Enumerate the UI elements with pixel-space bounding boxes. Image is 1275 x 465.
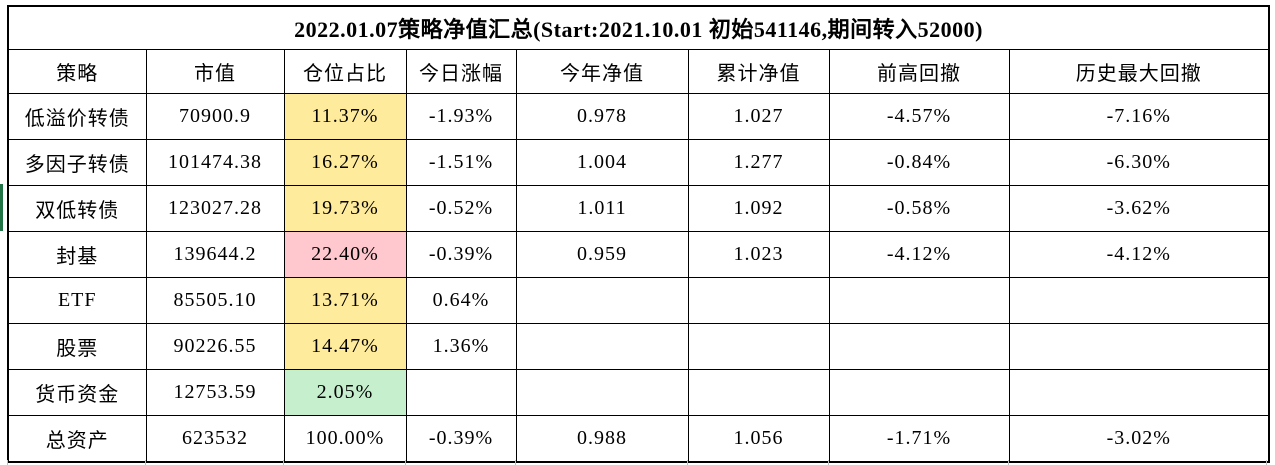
cell-ytd-nav[interactable] bbox=[515, 323, 689, 370]
cell-today-change[interactable] bbox=[405, 369, 517, 416]
gridline-stub bbox=[283, 460, 284, 465]
cell-market-value[interactable]: 70900.9 bbox=[145, 93, 285, 140]
cell-strategy[interactable]: 货币资金 bbox=[7, 369, 147, 416]
cell-today-change[interactable]: -0.39% bbox=[405, 415, 517, 462]
cell-drawdown-from-high[interactable]: -0.58% bbox=[828, 185, 1010, 232]
gridline-stub bbox=[7, 460, 8, 465]
cell-ytd-nav[interactable]: 1.011 bbox=[515, 185, 689, 232]
cell-position-ratio[interactable]: 22.40% bbox=[283, 231, 407, 278]
gridline-stub bbox=[515, 460, 516, 465]
col-header-today-change[interactable]: 今日涨幅 bbox=[405, 49, 517, 94]
cell-ytd-nav[interactable]: 0.959 bbox=[515, 231, 689, 278]
cell-drawdown-from-high[interactable]: -4.12% bbox=[828, 231, 1010, 278]
cell-market-value[interactable]: 139644.2 bbox=[145, 231, 285, 278]
cell-position-ratio[interactable]: 13.71% bbox=[283, 277, 407, 324]
cell-today-change[interactable]: -1.93% bbox=[405, 93, 517, 140]
cell-drawdown-from-high[interactable] bbox=[828, 323, 1010, 370]
cell-drawdown-from-high[interactable] bbox=[828, 369, 1010, 416]
cell-cumulative-nav[interactable]: 1.027 bbox=[687, 93, 830, 140]
cell-position-ratio[interactable]: 19.73% bbox=[283, 185, 407, 232]
table-row: 低溢价转债 70900.9 11.37% -1.93% 0.978 1.027 -4.57%… bbox=[7, 93, 1270, 140]
cell-today-change[interactable]: 1.36% bbox=[405, 323, 517, 370]
table-title: 2022.01.07策略净值汇总(Start:2021.10.01 初始5411… bbox=[7, 5, 1270, 50]
cell-market-value[interactable]: 85505.10 bbox=[145, 277, 285, 324]
cell-position-ratio[interactable]: 16.27% bbox=[283, 139, 407, 186]
table-row: 货币资金 12753.59 2.05% bbox=[7, 369, 1270, 416]
gridline-stub bbox=[405, 460, 406, 465]
cell-historical-max-drawdown[interactable]: -6.30% bbox=[1008, 139, 1270, 186]
cell-position-ratio[interactable]: 100.00% bbox=[283, 415, 407, 462]
col-header-market-value[interactable]: 市值 bbox=[145, 49, 285, 94]
cell-historical-max-drawdown[interactable]: -4.12% bbox=[1008, 231, 1270, 278]
cell-cumulative-nav[interactable] bbox=[687, 369, 830, 416]
col-header-position-ratio[interactable]: 仓位占比 bbox=[283, 49, 407, 94]
table-row: 多因子转债 101474.38 16.27% -1.51% 1.004 1.277 -0.8… bbox=[7, 139, 1270, 186]
cell-historical-max-drawdown[interactable]: -7.16% bbox=[1008, 93, 1270, 140]
cell-historical-max-drawdown[interactable] bbox=[1008, 323, 1270, 370]
cell-cumulative-nav[interactable]: 1.277 bbox=[687, 139, 830, 186]
cell-ytd-nav[interactable] bbox=[515, 369, 689, 416]
col-header-historical-max-drawdown[interactable]: 历史最大回撤 bbox=[1008, 49, 1270, 94]
cell-market-value[interactable]: 90226.55 bbox=[145, 323, 285, 370]
cell-today-change[interactable]: -1.51% bbox=[405, 139, 517, 186]
cell-drawdown-from-high[interactable]: -1.71% bbox=[828, 415, 1010, 462]
title-row: 2022.01.07策略净值汇总(Start:2021.10.01 初始5411… bbox=[7, 5, 1270, 50]
table-row: 股票 90226.55 14.47% 1.36% bbox=[7, 323, 1270, 370]
col-header-drawdown-from-high[interactable]: 前高回撤 bbox=[828, 49, 1010, 94]
cell-ytd-nav[interactable]: 1.004 bbox=[515, 139, 689, 186]
cell-today-change[interactable]: -0.52% bbox=[405, 185, 517, 232]
cell-selection-border bbox=[0, 184, 3, 231]
cell-drawdown-from-high[interactable]: -0.84% bbox=[828, 139, 1010, 186]
cell-strategy[interactable]: 双低转债 bbox=[7, 185, 147, 232]
cell-historical-max-drawdown[interactable] bbox=[1008, 369, 1270, 416]
gridline-stub bbox=[687, 460, 688, 465]
header-row: 策略 市值 仓位占比 今日涨幅 今年净值 累计净值 前高回撤 历史最大回撤 bbox=[7, 49, 1270, 94]
gridline-stub bbox=[145, 460, 146, 465]
cell-cumulative-nav[interactable]: 1.056 bbox=[687, 415, 830, 462]
cell-drawdown-from-high[interactable]: -4.57% bbox=[828, 93, 1010, 140]
cell-drawdown-from-high[interactable] bbox=[828, 277, 1010, 324]
cell-position-ratio[interactable]: 11.37% bbox=[283, 93, 407, 140]
cell-cumulative-nav[interactable]: 1.023 bbox=[687, 231, 830, 278]
cell-strategy[interactable]: 股票 bbox=[7, 323, 147, 370]
cell-historical-max-drawdown[interactable]: -3.02% bbox=[1008, 415, 1270, 462]
cell-market-value[interactable]: 123027.28 bbox=[145, 185, 285, 232]
table-row: 封基 139644.2 22.40% -0.39% 0.959 1.023 -4.12% -4… bbox=[7, 231, 1270, 278]
cell-strategy[interactable]: ETF bbox=[7, 277, 147, 324]
cell-historical-max-drawdown[interactable] bbox=[1008, 277, 1270, 324]
cell-cumulative-nav[interactable] bbox=[687, 323, 830, 370]
cell-position-ratio[interactable]: 14.47% bbox=[283, 323, 407, 370]
cell-ytd-nav[interactable]: 0.978 bbox=[515, 93, 689, 140]
gridline-stub bbox=[1266, 460, 1267, 465]
col-header-cumulative-nav[interactable]: 累计净值 bbox=[687, 49, 830, 94]
cell-position-ratio[interactable]: 2.05% bbox=[283, 369, 407, 416]
table-row: ETF 85505.10 13.71% 0.64% bbox=[7, 277, 1270, 324]
cell-strategy[interactable]: 封基 bbox=[7, 231, 147, 278]
cell-strategy[interactable]: 总资产 bbox=[7, 415, 147, 462]
cell-strategy[interactable]: 低溢价转债 bbox=[7, 93, 147, 140]
table-body: 低溢价转债 70900.9 11.37% -1.93% 0.978 1.027 -4.57%… bbox=[7, 93, 1270, 462]
cell-strategy[interactable]: 多因子转债 bbox=[7, 139, 147, 186]
cell-market-value[interactable]: 623532 bbox=[145, 415, 285, 462]
table-row: 总资产 623532 100.00% -0.39% 0.988 1.056 -1.71% -3… bbox=[7, 415, 1270, 462]
cell-today-change[interactable]: -0.39% bbox=[405, 231, 517, 278]
strategy-summary-table: 2022.01.07策略净值汇总(Start:2021.10.01 初始5411… bbox=[7, 5, 1271, 463]
col-header-ytd-nav[interactable]: 今年净值 bbox=[515, 49, 689, 94]
cell-market-value[interactable]: 101474.38 bbox=[145, 139, 285, 186]
table-row: 双低转债 123027.28 19.73% -0.52% 1.011 1.092 -0.58… bbox=[7, 185, 1270, 232]
cell-market-value[interactable]: 12753.59 bbox=[145, 369, 285, 416]
cell-cumulative-nav[interactable] bbox=[687, 277, 830, 324]
cell-ytd-nav[interactable]: 0.988 bbox=[515, 415, 689, 462]
col-header-strategy[interactable]: 策略 bbox=[7, 49, 147, 94]
cell-historical-max-drawdown[interactable]: -3.62% bbox=[1008, 185, 1270, 232]
cell-ytd-nav[interactable] bbox=[515, 277, 689, 324]
gridline-stub bbox=[1008, 460, 1009, 465]
gridline-stub bbox=[828, 460, 829, 465]
cell-cumulative-nav[interactable]: 1.092 bbox=[687, 185, 830, 232]
cell-today-change[interactable]: 0.64% bbox=[405, 277, 517, 324]
